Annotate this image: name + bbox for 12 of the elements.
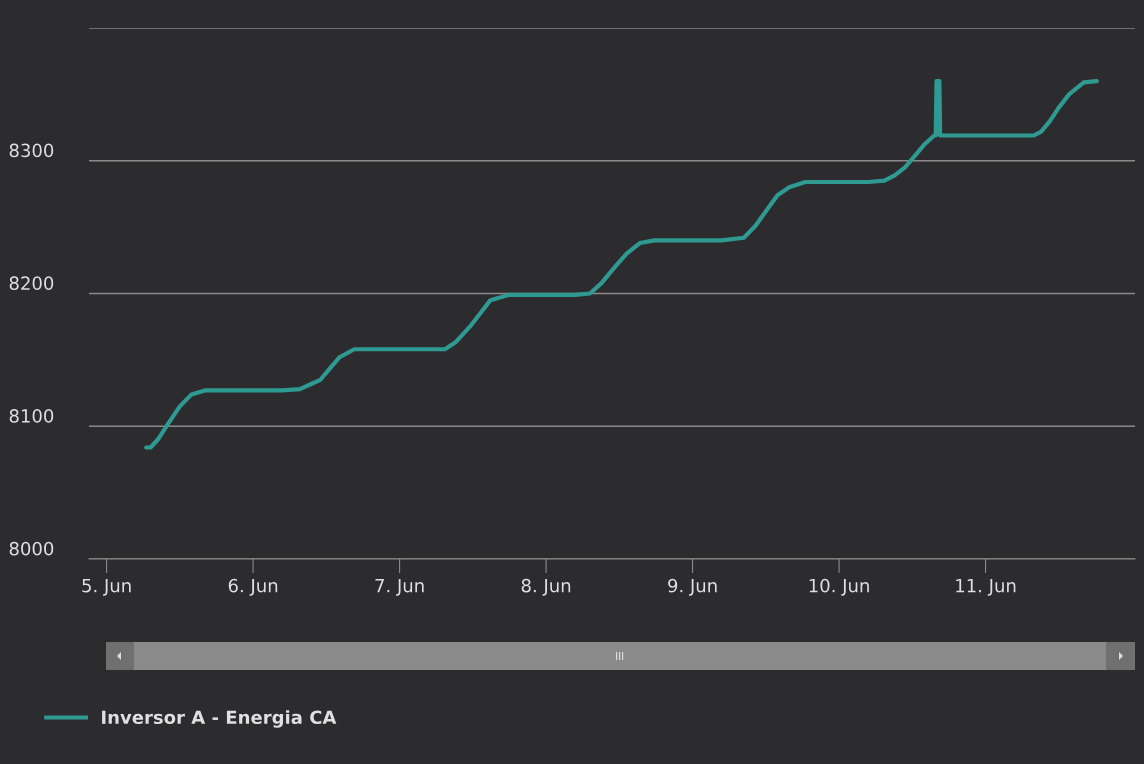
y-tick-label: 8000 xyxy=(9,541,54,556)
x-tick-label: 8. Jun xyxy=(521,578,571,596)
y-tick-label: 8200 xyxy=(9,276,54,290)
y-tick-label: 8300 xyxy=(9,143,54,158)
x-tick-label: 9. Jun xyxy=(668,578,717,596)
x-tick-label: 5. Jun xyxy=(82,579,131,596)
x-tick-label: 6. Jun xyxy=(228,578,278,596)
legend-label: Inversor A - Energia CA xyxy=(102,710,337,728)
y-tick-label: 8100 xyxy=(9,409,54,423)
x-tick-label: 11. Jun xyxy=(956,579,1016,596)
x-tick-label: 10. Jun xyxy=(809,578,869,596)
x-tick-label: 7. Jun xyxy=(375,579,424,596)
